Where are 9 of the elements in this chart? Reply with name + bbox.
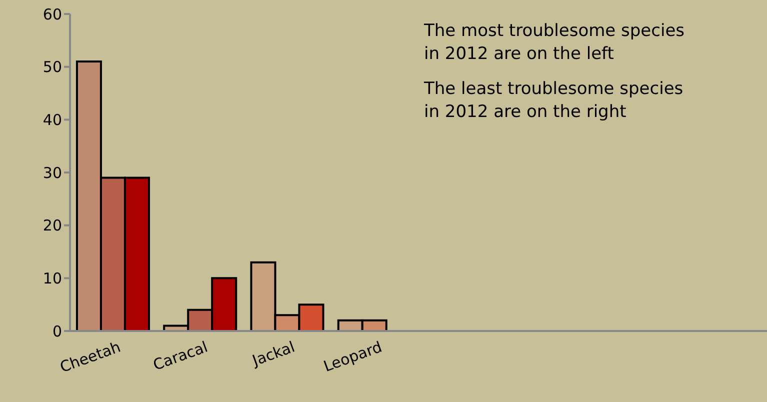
- y-tick-label: 60: [42, 5, 62, 24]
- y-tick-label: 10: [42, 269, 62, 288]
- y-tick-label: 20: [42, 216, 62, 235]
- y-tick-label: 40: [42, 110, 62, 129]
- y-tick-label: 0: [52, 322, 62, 340]
- annotation: The least troublesome species in 2012 are on the right: [424, 78, 684, 124]
- annotation: The most troublesome species in 2012 are on the left: [424, 20, 685, 66]
- y-tick-label: 50: [42, 58, 62, 76]
- y-tick-label: 30: [42, 164, 62, 182]
